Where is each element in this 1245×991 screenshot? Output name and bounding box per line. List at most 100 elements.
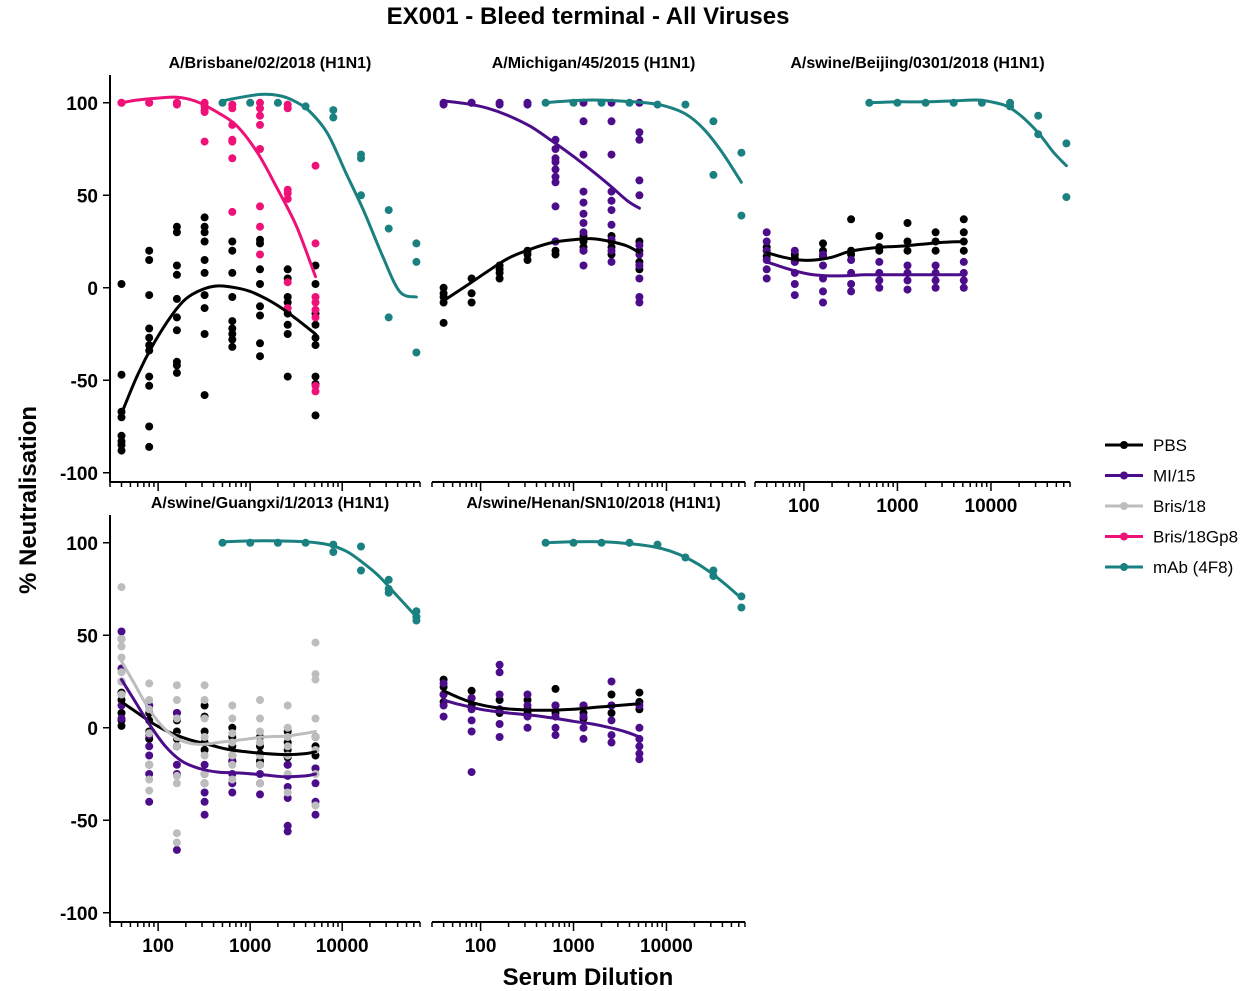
legend-item-bris-18: Bris/18 [1105,497,1206,516]
data-point [311,280,320,288]
data-point [412,348,421,357]
data-point [495,696,504,704]
data-point [790,280,799,288]
data-point [495,274,504,283]
panel-title: A/swine/Guangxi/1/2013 (H1N1) [151,495,389,512]
data-point [145,98,154,107]
data-point [172,829,181,838]
data-point [283,293,292,301]
data-point [311,341,320,350]
panel-title: A/Brisbane/02/2018 (H1N1) [169,55,372,72]
data-point [847,280,856,288]
y-tick-label: -50 [71,371,98,392]
data-point [737,211,746,220]
legend-label: Bris/18 [1153,497,1206,516]
data-point [847,287,856,296]
legend-item-mi-15: MI/15 [1105,467,1196,486]
fit-line-pbs [120,284,317,416]
data-point [523,696,532,704]
data-point [762,274,771,283]
data-point [228,268,237,277]
data-point [256,222,264,231]
data-point [283,788,292,797]
data-point [579,734,588,743]
data-point [256,727,264,736]
y-tick-label: 50 [77,626,98,647]
data-point [635,749,644,758]
data-point [117,714,126,723]
data-point [283,265,292,274]
data-point [145,760,154,769]
fit-line-pbs [442,237,641,303]
data-point [579,209,588,218]
data-point [200,760,209,769]
data-point [635,723,644,732]
data-point [256,98,264,107]
data-point [607,196,616,205]
data-point [903,285,912,294]
data-point [412,257,421,266]
data-point [311,305,320,314]
legend: PBS MI/15 Bris/18 Bris/18Gp8 mAb (4F8) [1105,436,1238,577]
panel-a-swine-beijing-0301-2018-h1n1: A/swine/Beijing/0301/2018 (H1N1) 100 1000 1… [754,55,1071,517]
fit-line-mab-4f8 [544,98,743,184]
fit-line-mab-4f8 [867,98,1068,168]
data-point [145,381,154,390]
data-point [847,215,856,224]
chart-title: EX001 - Bleed terminal - All Viruses [387,3,790,30]
data-point [283,320,292,329]
data-point [200,108,209,116]
data-point [819,250,827,259]
data-point [200,746,209,754]
data-point [311,381,320,390]
data-point [200,727,209,736]
data-point [283,783,292,791]
data-point [200,391,209,400]
data-point [228,237,237,246]
data-point [579,228,588,237]
data-point [579,261,588,270]
data-point [283,794,292,802]
data-point [172,222,181,231]
data-point [329,113,338,122]
series-pbs [117,213,320,455]
data-point [145,442,154,451]
data-point [256,790,264,799]
data-point [523,723,532,732]
data-point [607,206,616,215]
data-point [607,738,616,747]
data-point [283,701,292,710]
data-point [256,111,264,120]
legend-label: Bris/18Gp8 [1153,528,1238,547]
data-point [467,727,476,736]
data-point [228,137,237,146]
data-point [762,237,771,246]
data-point [607,677,616,686]
data-point [117,653,126,662]
data-point [495,720,504,728]
data-point [117,709,126,717]
x-tick-label: 1000 [229,936,271,957]
data-point [117,280,126,288]
data-point [1062,193,1071,202]
data-point [495,733,504,741]
legend-label: MI/15 [1153,467,1196,486]
data-point [228,154,237,163]
data-point [931,276,940,285]
data-point [439,712,448,721]
data-point [145,797,154,806]
data-point [384,313,393,322]
data-point [311,411,320,420]
data-point [311,320,320,329]
data-point [635,293,644,301]
y-tick-label: -50 [71,811,98,832]
x-tick-label: 100 [788,496,820,517]
y-tick-label: 50 [77,186,98,207]
data-point [228,760,237,769]
data-point [200,256,209,264]
fit-line-mi-15 [120,678,317,779]
data-point [819,287,827,296]
data-point [256,339,264,348]
data-point [228,723,237,732]
data-point [145,786,154,795]
